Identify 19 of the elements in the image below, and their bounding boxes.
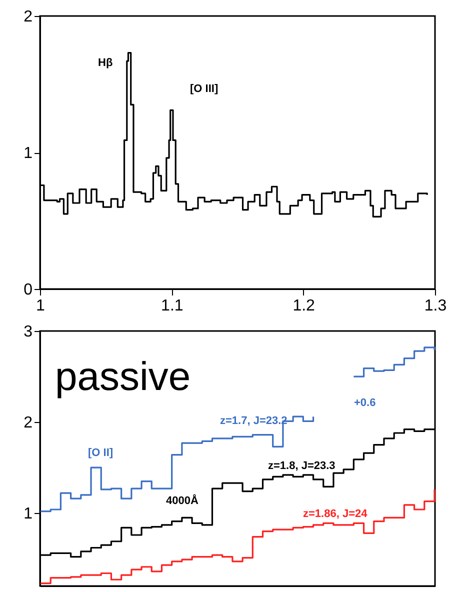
annotation: z=1.7, J=23.2	[220, 415, 288, 427]
x-tick-label: 1.2	[292, 298, 316, 314]
annotation: +0.6	[354, 397, 376, 409]
annotation: z=1.86, J=24	[303, 508, 368, 520]
annotation: 4000Å	[166, 494, 198, 507]
x-tick-label: 1.1	[161, 298, 184, 314]
x-tick-label: 1.3	[424, 298, 447, 314]
y-tick-label: 0	[24, 282, 33, 298]
annotation: Hβ	[98, 57, 113, 69]
y-tick-label: 2	[24, 414, 33, 432]
annotation: passive	[55, 355, 191, 399]
annotation: z=1.8, J=23.3	[268, 460, 336, 472]
y-tick-label: 1	[24, 145, 33, 162]
annotation: [O III]	[190, 83, 218, 95]
y-tick-label: 2	[24, 8, 33, 26]
y-tick-label: 1	[24, 506, 33, 523]
annotation: [O II]	[88, 447, 114, 459]
x-tick-label: 1	[36, 298, 46, 314]
y-tick-label: 3	[24, 324, 33, 340]
